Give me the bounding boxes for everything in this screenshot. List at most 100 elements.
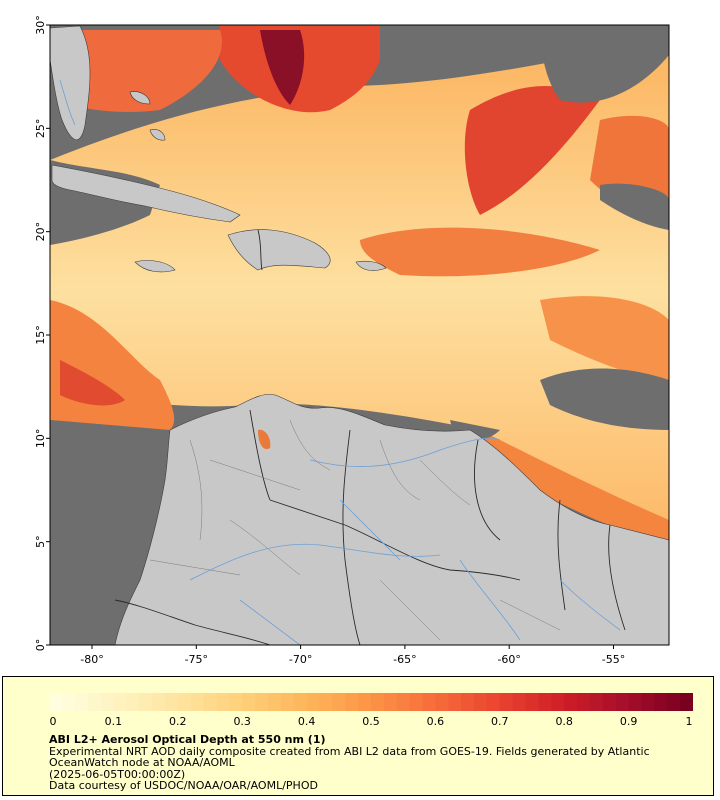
colorbar-bin	[113, 693, 127, 711]
lat-tick-label: 20°	[34, 222, 47, 242]
colorbar-bin	[74, 693, 89, 711]
colorbar-bin	[203, 693, 217, 711]
colorbar-bin	[628, 693, 642, 711]
colorbar-bin	[589, 693, 604, 711]
colorbar-bin	[602, 693, 617, 711]
cuba	[51, 164, 241, 223]
colorbar-tick-label: 0.6	[427, 715, 445, 728]
lon-tick-label: -80°	[80, 653, 103, 666]
colorbar-bin	[615, 693, 630, 711]
hispaniola	[227, 229, 331, 271]
colorbar-bin	[255, 693, 269, 711]
caption-title: ABI L2+ Aerosol Optical Depth at 550 nm …	[49, 733, 326, 746]
colorbar-tick-label: 0.2	[169, 715, 187, 728]
colorbar-bin	[461, 693, 475, 711]
colorbar-bin	[525, 693, 539, 711]
south-america	[114, 394, 670, 646]
lat-tick-label: 25°	[34, 119, 47, 139]
colorbar-bin	[190, 693, 205, 711]
map-plot-area	[49, 24, 670, 646]
colorbar-bin	[564, 693, 578, 711]
colorbar-bin	[164, 693, 179, 711]
colorbar-bin	[422, 693, 436, 711]
colorbar-bin	[654, 693, 668, 711]
colorbar-tick-label: 0.9	[620, 715, 638, 728]
colorbar-bin	[126, 693, 140, 711]
lat-tick-label: 30°	[34, 15, 47, 35]
colorbar-ticks: 0 0.1 0.2 0.3 0.4 0.5 0.6 0.7 0.8 0.9 1	[50, 715, 693, 728]
colorbar-tick-label: 0.8	[555, 715, 573, 728]
latitude-axis: 30° 25° 20° 15° 10° 5° 0°	[34, 15, 50, 651]
colorbar-bin	[216, 693, 230, 711]
colorbar-bin	[280, 693, 295, 711]
map-caption: ABI L2+ Aerosol Optical Depth at 550 nm …	[49, 734, 709, 792]
colorbar-bin	[267, 693, 282, 711]
colorbar-bin	[641, 693, 655, 711]
lon-tick-label: -65°	[393, 653, 416, 666]
colorbar-tick-label: 1	[686, 715, 693, 728]
colorbar-bin	[448, 693, 462, 711]
colorbar-bin	[319, 693, 333, 711]
colorbar-tick-label: 0	[50, 715, 57, 728]
colorbar-bin	[499, 693, 514, 711]
admin-lines	[149, 419, 561, 641]
colorbar-tick-label: 0.4	[298, 715, 316, 728]
colorbar-bin	[680, 693, 694, 711]
colorbar-bin	[538, 693, 552, 711]
puerto-rico	[355, 260, 387, 271]
colorbar-bin	[396, 693, 411, 711]
colorbar-bin	[100, 693, 114, 711]
lon-tick-label: -75°	[185, 653, 208, 666]
colorbar-bin	[371, 693, 385, 711]
lon-tick-label: -55°	[602, 653, 625, 666]
no-data-regions	[50, 25, 669, 640]
colorbar-bin	[486, 693, 501, 711]
colorbar-bin	[177, 693, 192, 711]
lat-tick-label: 15°	[34, 325, 47, 345]
colorbar-bin	[345, 693, 359, 711]
caption-line-4: Data courtesy of USDOC/NOAA/OAR/AOML/PHO…	[49, 779, 318, 792]
colorbar-bin	[152, 693, 166, 711]
colorbar-bin	[551, 693, 565, 711]
colorbar-bin	[332, 693, 346, 711]
lat-tick-label: 0°	[34, 639, 47, 652]
lat-tick-label: 5°	[34, 535, 47, 548]
colorbar-bin	[61, 693, 76, 711]
colorbar-bin	[577, 693, 591, 711]
florida	[49, 25, 91, 140]
legend-panel: 0 0.1 0.2 0.3 0.4 0.5 0.6 0.7 0.8 0.9 1 ABI L2+ Ae…	[2, 676, 714, 796]
colorbar-bin	[512, 693, 527, 711]
colorbar-tick-label: 0.7	[491, 715, 509, 728]
colorbar-bin	[667, 693, 681, 711]
colorbar-bin	[49, 693, 63, 711]
colorbar-bin	[139, 693, 153, 711]
colorbar-bin	[306, 693, 320, 711]
colorbar-bin	[409, 693, 424, 711]
land-masses	[49, 25, 670, 646]
aod-map: 30° 25° 20° 15° 10° 5° 0° -80° -75° -70° -65° -60°…	[34, 15, 670, 666]
colorbar-bin	[87, 693, 102, 711]
colorbar-bin	[435, 693, 449, 711]
aod-colorbar: 0 0.1 0.2 0.3 0.4 0.5 0.6 0.7 0.8 0.9 1	[49, 693, 694, 728]
colorbar-bins	[49, 693, 694, 711]
colorbar-bin	[383, 693, 398, 711]
lon-tick-label: -70°	[289, 653, 312, 666]
colorbar-tick-label: 0.3	[233, 715, 251, 728]
caption-line-1: Experimental NRT AOD daily composite cre…	[49, 744, 650, 758]
caption-line-2: OceanWatch node at NOAA/AOML	[49, 756, 235, 769]
jamaica	[134, 260, 176, 273]
colorbar-bin	[293, 693, 308, 711]
colorbar-bin	[229, 693, 243, 711]
longitude-axis: -80° -75° -70° -65° -60° -55°	[80, 645, 625, 666]
colorbar-bin	[474, 693, 488, 711]
lat-tick-label: 10°	[34, 429, 47, 449]
country-borders	[114, 229, 626, 646]
colorbar-bin	[242, 693, 256, 711]
colorbar-bin	[358, 693, 372, 711]
lon-tick-label: -60°	[497, 653, 520, 666]
colorbar-tick-label: 0.5	[362, 715, 380, 728]
colorbar-tick-label: 0.1	[105, 715, 123, 728]
aerosol-field	[50, 25, 669, 545]
rivers	[59, 79, 621, 646]
caption-line-3: (2025-06-05T00:00:00Z)	[49, 767, 186, 781]
